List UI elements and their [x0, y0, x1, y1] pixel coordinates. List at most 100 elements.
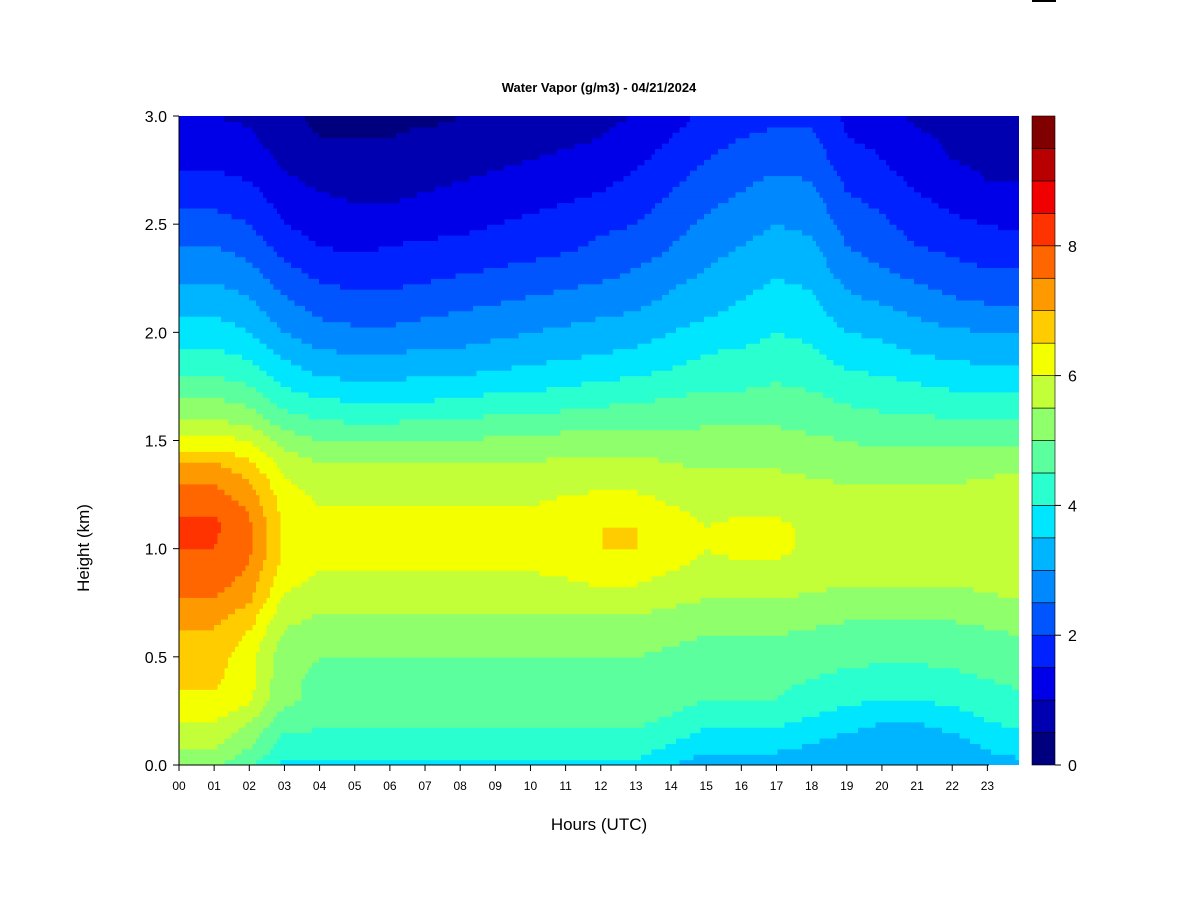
heatmap-cell [210, 348, 215, 355]
heatmap-cell [273, 440, 278, 447]
heatmap-cell [238, 456, 243, 463]
heatmap-cell [322, 646, 327, 653]
heatmap-cell [280, 445, 285, 452]
heatmap-cell [189, 689, 194, 696]
heatmap-cell [238, 651, 243, 658]
heatmap-cell [277, 294, 282, 301]
heatmap-cell [252, 559, 257, 566]
heatmap-cell [217, 710, 222, 717]
heatmap-cell [312, 386, 317, 393]
heatmap-cell [273, 629, 278, 636]
heatmap-cell [235, 294, 240, 301]
heatmap-cell [228, 148, 233, 155]
heatmap-cell [224, 262, 229, 269]
heatmap-cell [245, 143, 250, 150]
heatmap-cell [207, 186, 212, 193]
heatmap-cell [305, 586, 310, 593]
heatmap-cell [284, 251, 289, 258]
heatmap-cell [214, 218, 219, 225]
heatmap-cell [280, 694, 285, 701]
heatmap-cell [210, 656, 215, 663]
heatmap-cell [235, 348, 240, 355]
heatmap-cell [249, 137, 254, 144]
heatmap-cell [228, 186, 233, 193]
heatmap-cell [315, 289, 320, 296]
heatmap-cell [210, 332, 215, 339]
heatmap-cell [196, 413, 201, 420]
heatmap-cell [270, 732, 275, 739]
heatmap-cell [224, 440, 229, 447]
heatmap-cell [266, 613, 271, 620]
heatmap-cell [196, 348, 201, 355]
heatmap-cell [263, 640, 268, 647]
heatmap-cell [305, 521, 310, 528]
heatmap-cell [252, 710, 257, 717]
heatmap-cell [291, 213, 296, 220]
heatmap-cell [284, 759, 289, 765]
heatmap-cell [270, 667, 275, 674]
heatmap-cell [245, 727, 250, 734]
heatmap-cell [270, 489, 275, 496]
heatmap-cell [284, 159, 289, 166]
heatmap-cell [291, 272, 296, 279]
heatmap-cell [256, 353, 261, 360]
heatmap-cell [319, 678, 324, 685]
heatmap-cell [235, 197, 240, 204]
heatmap-cell [228, 191, 233, 198]
heatmap-cell [203, 586, 208, 593]
heatmap-cell [221, 170, 226, 177]
heatmap-cell [284, 202, 289, 209]
heatmap-cell [301, 180, 306, 187]
heatmap-cell [284, 532, 289, 539]
heatmap-cell [221, 153, 226, 160]
heatmap-cell [319, 267, 324, 274]
heatmap-cell [315, 229, 320, 236]
heatmap-cell [200, 743, 205, 750]
heatmap-cell [301, 489, 306, 496]
heatmap-cell [242, 348, 247, 355]
heatmap-cell [273, 164, 278, 171]
heatmap-cell [273, 391, 278, 398]
heatmap-cell [186, 445, 191, 452]
heatmap-cell [238, 229, 243, 236]
heatmap-cell [228, 635, 233, 642]
heatmap-cell [277, 175, 282, 182]
heatmap-cell [273, 710, 278, 717]
heatmap-cell [245, 294, 250, 301]
heatmap-cell [319, 197, 324, 204]
heatmap-cell [224, 191, 229, 198]
heatmap-cell [277, 743, 282, 750]
heatmap-cell [270, 472, 275, 479]
heatmap-cell [182, 521, 187, 528]
heatmap-cell [270, 191, 275, 198]
heatmap-cell [231, 462, 236, 469]
heatmap-cell [217, 418, 222, 425]
heatmap-cell [305, 326, 310, 333]
heatmap-cell [273, 472, 278, 479]
heatmap-cell [214, 586, 219, 593]
heatmap-cell [249, 326, 254, 333]
heatmap-cell [284, 575, 289, 582]
heatmap-cell [210, 402, 215, 409]
heatmap-cell [298, 353, 303, 360]
heatmap-cell [186, 283, 191, 290]
heatmap-cell [252, 462, 257, 469]
heatmap-cell [196, 710, 201, 717]
heatmap-cell [294, 710, 299, 717]
heatmap-cell [301, 608, 306, 615]
heatmap-cell [298, 413, 303, 420]
heatmap-cell [305, 272, 310, 279]
heatmap-cell [305, 413, 310, 420]
heatmap-cell [238, 445, 243, 452]
heatmap-cell [249, 170, 254, 177]
heatmap-cell [224, 240, 229, 247]
heatmap-cell [287, 191, 292, 198]
heatmap-cell [266, 278, 271, 285]
heatmap-cell [249, 278, 254, 285]
heatmap-cell [217, 505, 222, 512]
heatmap-cell [308, 197, 313, 204]
heatmap-cell [312, 262, 317, 269]
heatmap-cell [238, 673, 243, 680]
heatmap-cell [287, 656, 292, 663]
heatmap-cell [280, 310, 285, 317]
